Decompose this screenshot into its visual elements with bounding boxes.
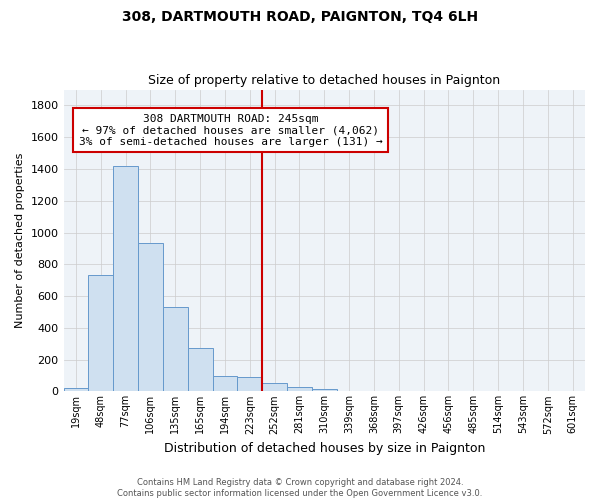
Bar: [188, 348, 212, 392]
Y-axis label: Number of detached properties: Number of detached properties: [15, 153, 25, 328]
Title: Size of property relative to detached houses in Paignton: Size of property relative to detached ho…: [148, 74, 500, 87]
X-axis label: Distribution of detached houses by size in Paignton: Distribution of detached houses by size …: [164, 442, 485, 455]
Text: 308, DARTMOUTH ROAD, PAIGNTON, TQ4 6LH: 308, DARTMOUTH ROAD, PAIGNTON, TQ4 6LH: [122, 10, 478, 24]
Bar: [64, 388, 88, 392]
Bar: [262, 384, 287, 392]
Bar: [287, 386, 312, 392]
Bar: [113, 166, 138, 392]
Bar: [163, 307, 188, 392]
Text: 308 DARTMOUTH ROAD: 245sqm
← 97% of detached houses are smaller (4,062)
3% of se: 308 DARTMOUTH ROAD: 245sqm ← 97% of deta…: [79, 114, 382, 147]
Bar: [88, 276, 113, 392]
Bar: [337, 390, 362, 392]
Bar: [238, 377, 262, 392]
Bar: [138, 243, 163, 392]
Bar: [312, 389, 337, 392]
Bar: [212, 376, 238, 392]
Text: Contains HM Land Registry data © Crown copyright and database right 2024.
Contai: Contains HM Land Registry data © Crown c…: [118, 478, 482, 498]
